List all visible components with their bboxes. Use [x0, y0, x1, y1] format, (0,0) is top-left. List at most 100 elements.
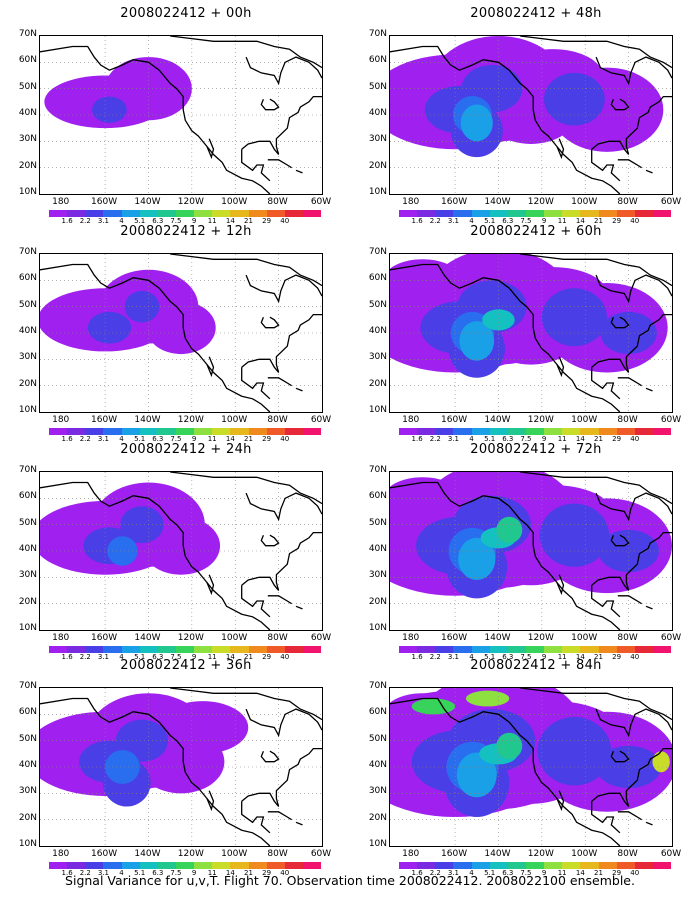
latitude-label: 30N [18, 352, 37, 363]
colorbar [399, 862, 672, 869]
longitude-label: 120W [527, 633, 554, 643]
colorbar [399, 428, 672, 435]
latitude-label: 30N [18, 134, 37, 145]
colorbar-label: 11 [207, 435, 217, 443]
colorbar-swatch [284, 428, 303, 435]
colorbar-swatch [266, 210, 285, 217]
colorbar-swatch [175, 862, 195, 869]
latitude-label: 60N [368, 55, 387, 66]
colorbar-label: 3.1 [447, 869, 459, 877]
variance-contour [496, 516, 523, 544]
colorbar-label: 40 [630, 653, 640, 661]
colorbar-swatch [175, 210, 195, 217]
variance-contour [496, 732, 523, 760]
longitude-label: 140W [134, 415, 161, 425]
colorbar-swatch [157, 210, 176, 217]
longitude-label: 160W [441, 415, 468, 425]
colorbar-swatch [139, 210, 158, 217]
variance-contour [539, 503, 610, 567]
panel-title: 2008022412 + 00h [120, 6, 252, 21]
colorbar-swatch [399, 862, 418, 869]
colorbar-label: 21 [593, 217, 603, 225]
colorbar-label: 6.3 [502, 217, 514, 225]
longitude-label: 160W [441, 633, 468, 643]
longitude-label: 100W [221, 197, 248, 207]
variance-map [40, 36, 322, 194]
colorbar-label: 6.3 [152, 653, 164, 661]
latitude-label: 30N [368, 134, 387, 145]
colorbar-swatch [525, 646, 545, 653]
latitude-label: 50N [18, 517, 37, 528]
colorbar-label: 2.2 [79, 653, 91, 661]
variance-contour [459, 321, 495, 361]
panel-title: 2008022412 + 48h [470, 6, 602, 21]
latitude-label: 70N [368, 681, 387, 691]
latitude-label: 20N [368, 596, 387, 607]
map-frame [39, 687, 323, 847]
panel-title: 2008022412 + 24h [120, 442, 252, 457]
longitude-label: 120W [177, 415, 204, 425]
colorbar-swatch [598, 862, 617, 869]
colorbar-labels: 1.6 2.2 3.1 4 5.1 6.3 7.5 9 11 14 21 29 40 [49, 869, 321, 878]
colorbar-swatch [489, 646, 508, 653]
colorbar-label: 21 [593, 435, 603, 443]
colorbar-swatch [417, 428, 436, 435]
latitude-label: 40N [18, 108, 37, 118]
latitude-label: 20N [18, 160, 37, 171]
colorbar-swatch [544, 210, 563, 217]
colorbar-swatch [399, 428, 418, 435]
colorbar-swatch [544, 862, 563, 869]
longitude-label: 60W [310, 197, 332, 207]
colorbar-label: 7.5 [520, 217, 532, 225]
latitude-label: 70N [368, 29, 387, 39]
colorbar-label: 40 [280, 435, 290, 443]
colorbar-label: 40 [280, 653, 290, 661]
figure-caption: Signal Variance for u,v,T. Flight 70. Ob… [65, 873, 635, 888]
longitude-label: 120W [527, 197, 554, 207]
colorbar-swatch [453, 210, 472, 217]
colorbar-label: 11 [557, 869, 567, 877]
colorbar-label: 1.6 [61, 869, 73, 877]
colorbar-swatch [67, 862, 86, 869]
colorbar-label: 5.1 [484, 869, 496, 877]
colorbar-swatch [121, 862, 140, 869]
colorbar-label: 3.1 [447, 435, 459, 443]
colorbar-swatch [616, 646, 635, 653]
longitude-label: 180 [52, 197, 70, 207]
latitude-label: 40N [368, 760, 387, 770]
colorbar-labels: 1.6 2.2 3.1 4 5.1 6.3 7.5 9 11 14 21 29 40 [49, 435, 321, 444]
longitude-label: 120W [177, 633, 204, 643]
longitude-label: 180 [402, 415, 420, 425]
panel-title: 2008022412 + 12h [120, 224, 252, 239]
colorbar-swatch [67, 646, 86, 653]
colorbar-label: 5.1 [484, 217, 496, 225]
map-panel: 2008022412 + 84h 70N 60N 50N 40N 30N 20N 10N 180… [355, 658, 685, 877]
longitude-label: 140W [484, 197, 511, 207]
colorbar-swatch [525, 210, 545, 217]
colorbar-swatch [85, 210, 104, 217]
colorbar-label: 7.5 [170, 869, 182, 877]
latitude-label: 20N [368, 160, 387, 171]
latitude-label: 60N [18, 491, 37, 502]
colorbar-swatch [489, 428, 508, 435]
colorbar-swatch [157, 646, 176, 653]
latitude-label: 30N [368, 570, 387, 581]
longitude-label: 120W [527, 849, 554, 859]
colorbar-label: 29 [262, 435, 272, 443]
colorbar-swatch [453, 428, 472, 435]
colorbar-label: 2.2 [429, 653, 441, 661]
colorbar-swatch [266, 862, 285, 869]
longitude-label: 180 [52, 849, 70, 859]
colorbar-swatch [435, 646, 454, 653]
longitude-label: 60W [310, 415, 332, 425]
colorbar-swatch [634, 862, 653, 869]
colorbar-swatch [399, 646, 418, 653]
colorbar-label: 14 [575, 217, 585, 225]
longitude-label: 160W [91, 633, 118, 643]
colorbar-swatch [417, 646, 436, 653]
colorbar-label: 40 [630, 435, 640, 443]
variance-contour [544, 72, 605, 126]
colorbar-label: 2.2 [79, 217, 91, 225]
latitude-label: 70N [368, 465, 387, 475]
longitude-label: 140W [134, 197, 161, 207]
